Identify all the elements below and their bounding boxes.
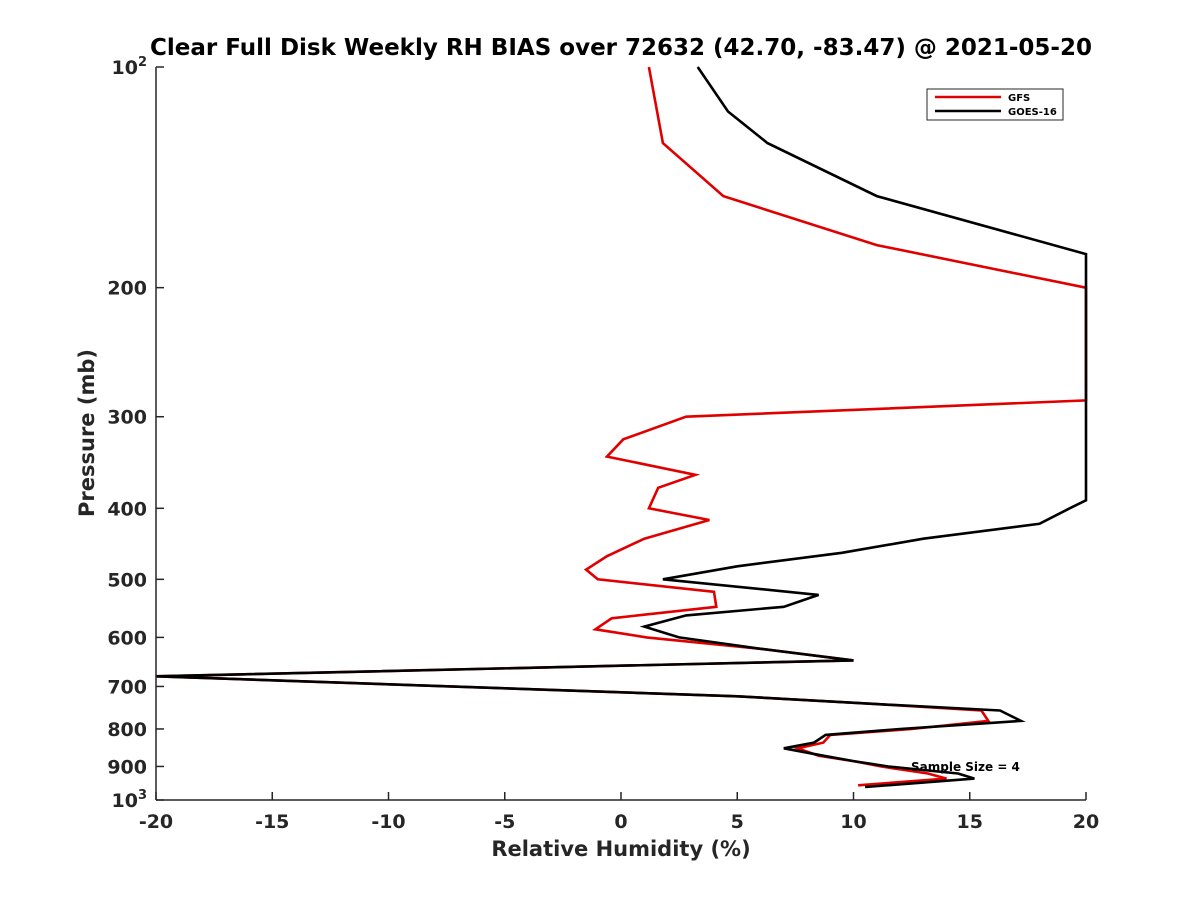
y-tick-label: 103: [112, 788, 148, 812]
y-tick-label: 800: [107, 719, 147, 741]
chart-title: Clear Full Disk Weekly RH BIAS over 7263…: [150, 35, 1092, 61]
series-line-goes-16: [155, 66, 1088, 789]
x-axis-label: Relative Humidity (%): [491, 837, 750, 861]
sample-size-annotation: Sample Size = 4: [911, 760, 1020, 774]
y-tick-label: 300: [107, 407, 147, 429]
x-tick-label: -5: [494, 811, 515, 833]
x-tick-label: -10: [371, 811, 405, 833]
legend-label-goes-16: GOES-16: [1008, 107, 1057, 118]
y-tick-label: 700: [107, 676, 147, 698]
x-tick-label: 0: [614, 811, 627, 833]
x-tick-label: 5: [731, 811, 744, 833]
x-tick-label: -20: [139, 811, 173, 833]
x-tick-label: 15: [957, 811, 983, 833]
y-tick-label: 500: [107, 569, 147, 591]
legend-label-gfs: GFS: [1008, 93, 1030, 104]
x-tick-label: 20: [1073, 811, 1099, 833]
y-tick-label: 900: [107, 756, 147, 778]
series-line-gfs: [155, 66, 1088, 787]
legend-box: [926, 88, 1064, 121]
legend: GFS GOES-16: [926, 88, 1064, 121]
x-tick-label: -15: [255, 811, 289, 833]
y-ticks: 102 200 300 400 500 600 700 800 900 103: [107, 55, 164, 812]
x-tick-label: 10: [840, 811, 866, 833]
y-tick-label: 600: [107, 627, 147, 649]
y-tick-label: 102: [112, 55, 148, 79]
x-ticks: -20 -15 -10 -5 0 5 10 15 20: [139, 792, 1099, 833]
y-tick-label: 400: [107, 498, 147, 520]
plot-area: [156, 67, 1086, 800]
series-group: [155, 66, 1088, 789]
y-tick-label: 200: [107, 278, 147, 300]
y-axis-label: Pressure (mb): [75, 349, 99, 517]
